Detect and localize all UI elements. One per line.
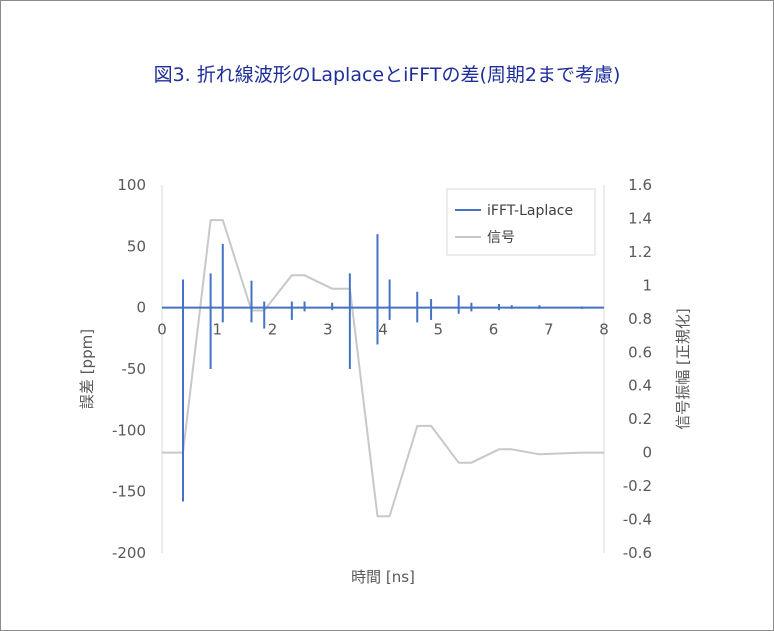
x-axis-label: 時間 [ns] — [351, 568, 415, 586]
y-left-axis-label: 誤差 [ppm] — [78, 329, 96, 409]
chart-title: 図3. 折れ線波形のLaplaceとiFFTの差(周期2まで考慮) — [154, 64, 621, 86]
x-tick-label: 0 — [157, 321, 167, 339]
y-right-tick-label: 1 — [642, 276, 652, 294]
axes — [161, 185, 605, 553]
x-tick-label: 7 — [544, 321, 554, 339]
x-tick-label: 6 — [489, 321, 499, 339]
y-right-tick-label: 1.6 — [628, 176, 652, 194]
legend-label-error: iFFT-Laplace — [487, 203, 573, 219]
y-right-axis-label: 信号振幅 [正規化] — [674, 308, 692, 429]
x-tick-label: 1 — [212, 321, 222, 339]
y-left-tick-label: 100 — [117, 176, 146, 194]
y-right-tick-label: 0.8 — [628, 310, 652, 328]
legend-label-signal: 信号 — [487, 230, 515, 246]
y-right-tick-labels: 1.6 1.4 1.2 1 0.8 0.6 0.4 0.2 0 -0.2 -0.4 -0.6 — [623, 176, 652, 562]
y-left-tick-label: -200 — [112, 544, 146, 562]
error-series — [162, 234, 604, 502]
y-right-tick-label: -0.2 — [623, 477, 652, 495]
y-right-tick-label: -0.4 — [623, 511, 652, 529]
signal-line — [162, 219, 604, 518]
y-right-tick-label: 0.4 — [628, 377, 652, 395]
y-left-tick-label: -50 — [122, 360, 147, 378]
x-tick-label: 8 — [599, 321, 609, 339]
y-right-tick-label: -0.6 — [623, 544, 652, 562]
signal-series — [162, 219, 604, 518]
y-left-tick-label: 0 — [136, 299, 146, 317]
legend: iFFT-Laplace 信号 — [446, 188, 596, 256]
x-tick-label: 3 — [323, 321, 333, 339]
y-right-tick-label: 0 — [642, 444, 652, 462]
y-left-tick-label: -150 — [112, 483, 146, 501]
y-left-tick-label: -100 — [112, 421, 146, 439]
x-tick-labels: 0 1 2 3 4 5 6 7 8 — [157, 321, 609, 339]
x-tick-label: 4 — [378, 321, 388, 339]
y-right-tick-label: 0.6 — [628, 343, 652, 361]
y-right-tick-label: 1.2 — [628, 243, 652, 261]
y-right-tick-label: 1.4 — [628, 209, 652, 227]
legend-box — [446, 188, 596, 256]
y-left-tick-labels: 100 50 0 -50 -100 -150 -200 — [112, 176, 146, 562]
y-right-tick-label: 0.2 — [628, 410, 652, 428]
x-tick-label: 2 — [268, 321, 278, 339]
y-left-tick-label: 50 — [127, 237, 146, 255]
x-tick-label: 5 — [433, 321, 443, 339]
